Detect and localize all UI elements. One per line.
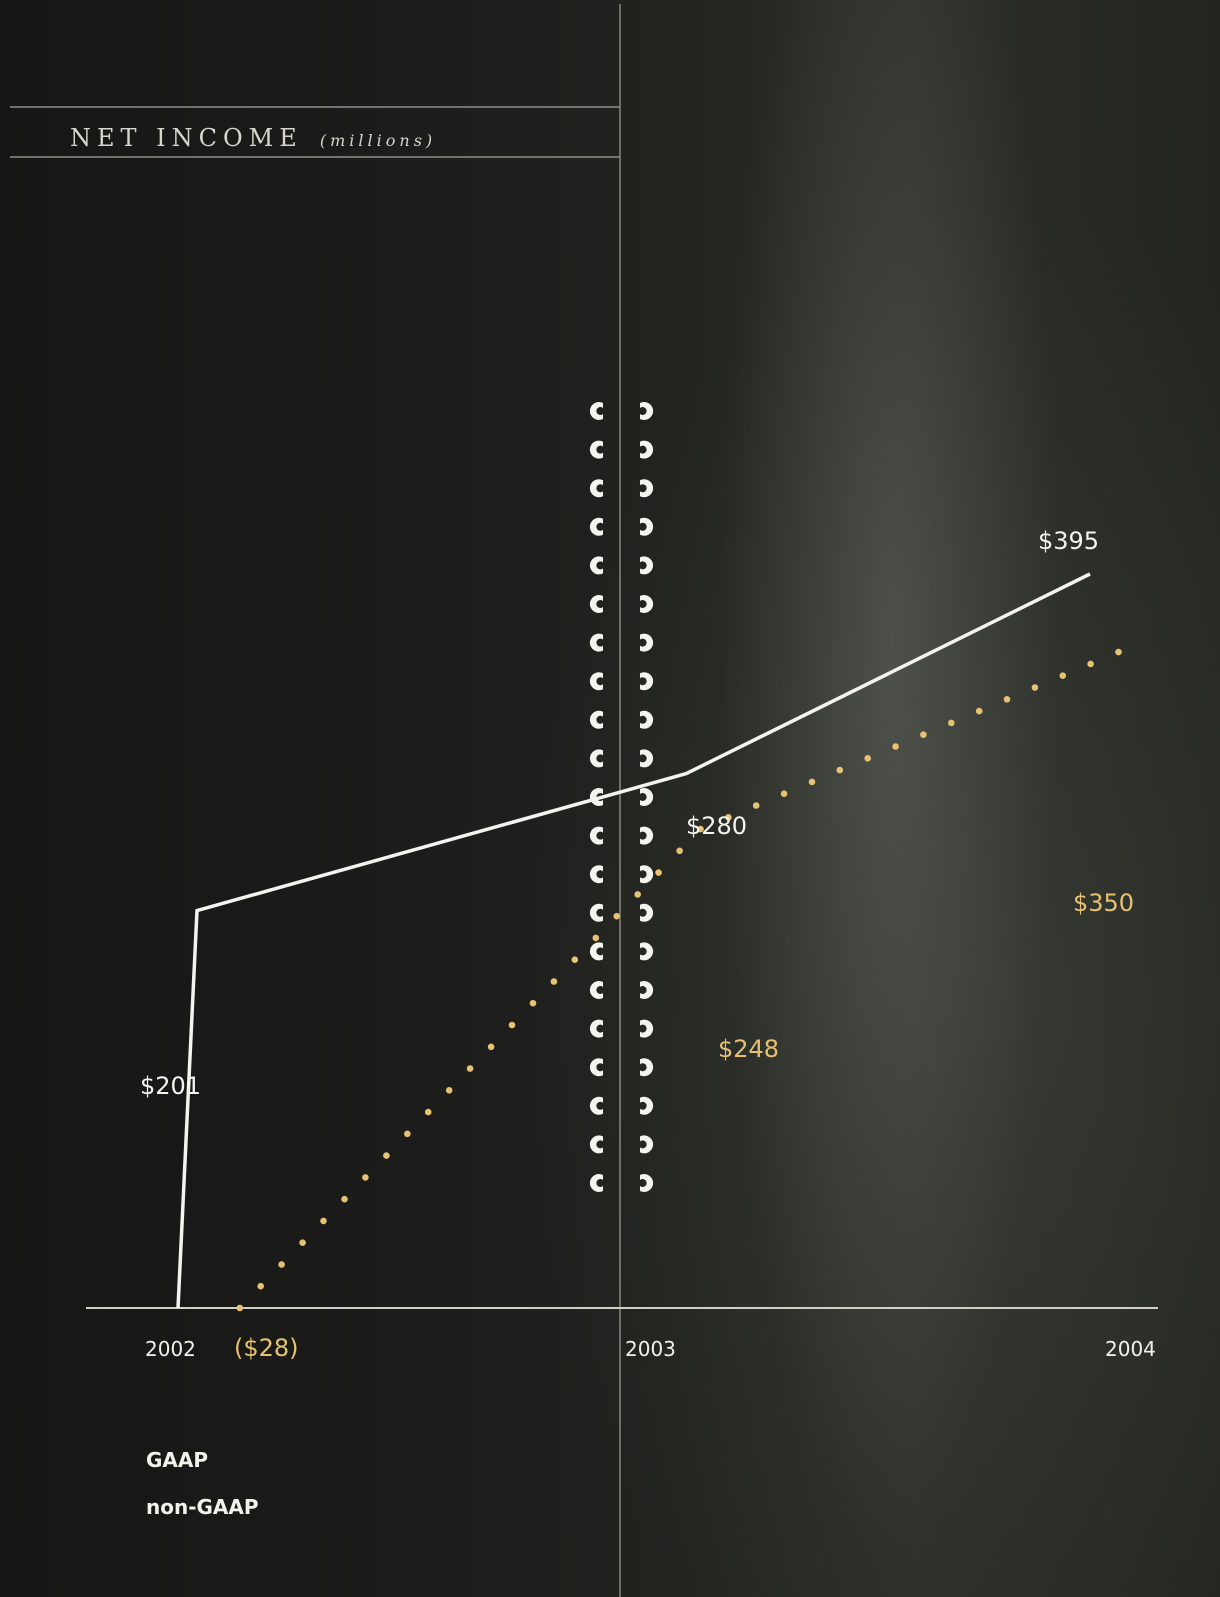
data-label-nongaap-2002: ($28) [234, 1334, 299, 1362]
spiral-ring-right [640, 1058, 654, 1077]
non-gaap-dot-31 [948, 719, 955, 727]
non-gaap-dot-26 [808, 778, 816, 786]
spiral-ring-right [640, 903, 654, 922]
spiral-ring-right [640, 788, 654, 807]
data-label-nongaap-2003: $248 [718, 1035, 779, 1063]
spiral-ring-left [589, 402, 603, 421]
non-gaap-dot-10 [445, 1087, 453, 1094]
spiral-ring-left [589, 788, 603, 806]
spiral-ring-left [589, 517, 603, 536]
non-gaap-dot-5 [341, 1195, 348, 1203]
non-gaap-dot-27 [836, 766, 844, 774]
spiral-ring-left [589, 903, 603, 922]
non-gaap-dot-0 [236, 1304, 244, 1312]
non-gaap-dot-1 [257, 1282, 265, 1290]
non-gaap-dot-21 [676, 847, 683, 855]
non-gaap-dot-17 [592, 934, 600, 942]
chart-title: NET INCOME [70, 124, 303, 152]
non-gaap-dot-2 [278, 1261, 285, 1268]
spiral-ring-left [589, 479, 603, 498]
non-gaap-dot-19 [634, 891, 641, 898]
non-gaap-dot-36 [1087, 660, 1094, 668]
spiral-ring-right [640, 981, 654, 1000]
legend-label-non-gaap: non-GAAP [146, 1495, 259, 1519]
data-label-gaap-2004: $395 [1038, 527, 1099, 555]
spiral-ring-right [640, 749, 654, 768]
spiral-ring-left [589, 1096, 603, 1115]
spiral-ring-right [640, 710, 654, 729]
series-gaap-line [176, 572, 1091, 1309]
spiral-ring-right [640, 826, 654, 845]
spiral-ring-right [640, 942, 654, 961]
spiral-ring-left [589, 633, 603, 652]
non-gaap-dot-13 [508, 1021, 516, 1029]
spiral-ring-right [640, 1019, 654, 1038]
spiral-ring-right [640, 440, 654, 459]
spiral-ring-left [589, 1058, 603, 1077]
spiral-ring-right [640, 633, 654, 652]
spiral-binding [589, 402, 654, 1193]
non-gaap-dot-3 [299, 1239, 306, 1246]
non-gaap-dot-29 [892, 743, 899, 750]
spiral-ring-left [589, 710, 603, 729]
spiral-ring-right [640, 1135, 654, 1154]
legend-label-gaap: GAAP [146, 1448, 208, 1472]
non-gaap-dot-22 [697, 825, 704, 833]
spiral-ring-left [589, 865, 603, 884]
spiral-ring-left [589, 942, 603, 961]
non-gaap-dot-18 [613, 912, 620, 920]
spiral-ring-left [589, 556, 603, 575]
spiral-ring-left [589, 1135, 603, 1154]
non-gaap-dot-34 [1031, 684, 1039, 691]
spiral-ring-left [589, 595, 603, 613]
x-tick-label-2002: 2002 [145, 1337, 196, 1361]
non-gaap-dot-23 [725, 814, 732, 821]
spiral-ring-right [640, 1096, 654, 1115]
spiral-ring-left [589, 749, 603, 768]
spiral-ring-right [640, 595, 654, 613]
spiral-ring-right [640, 1174, 654, 1192]
data-label-nongaap-2004: $350 [1073, 889, 1134, 917]
non-gaap-dot-15 [550, 978, 558, 985]
non-gaap-dot-14 [529, 999, 537, 1007]
spiral-ring-right [640, 517, 654, 536]
spiral-ring-left [589, 826, 603, 845]
non-gaap-dot-9 [424, 1108, 432, 1116]
non-gaap-dot-37 [1115, 648, 1122, 656]
data-label-gaap-2003: $280 [686, 812, 747, 840]
chart-subtitle: (millions) [320, 131, 436, 150]
x-tick-label-2003: 2003 [625, 1337, 676, 1361]
non-gaap-dot-8 [404, 1130, 411, 1138]
spiral-ring-right [640, 672, 654, 691]
spiral-ring-left [589, 672, 603, 691]
x-tick-label-2004: 2004 [1105, 1337, 1156, 1361]
non-gaap-dot-28 [864, 755, 871, 762]
non-gaap-dot-32 [975, 707, 983, 715]
non-gaap-dot-33 [1003, 696, 1011, 703]
spiral-ring-right [640, 402, 654, 420]
non-gaap-dot-11 [466, 1065, 474, 1072]
spiral-ring-left [589, 1174, 603, 1193]
spiral-ring-right [640, 865, 654, 884]
data-label-gaap-2002: $201 [140, 1072, 201, 1100]
non-gaap-dot-24 [752, 802, 760, 809]
non-gaap-dot-16 [571, 956, 579, 963]
series-non-gaap [236, 648, 1122, 1312]
non-gaap-dot-30 [920, 731, 927, 738]
spiral-ring-right [640, 556, 654, 575]
non-gaap-dot-12 [487, 1043, 495, 1051]
spiral-ring-right [640, 479, 654, 498]
spiral-ring-left [589, 981, 603, 999]
non-gaap-dot-4 [320, 1217, 327, 1225]
svg-text:NET INCOME (millions): NET INCOME (millions) [70, 124, 436, 152]
spiral-ring-left [589, 1019, 603, 1038]
non-gaap-dot-20 [655, 869, 662, 876]
spiral-ring-left [589, 440, 603, 459]
non-gaap-dot-35 [1059, 672, 1067, 679]
non-gaap-dot-7 [383, 1152, 390, 1159]
non-gaap-dot-6 [362, 1174, 369, 1181]
non-gaap-dot-25 [780, 790, 788, 797]
